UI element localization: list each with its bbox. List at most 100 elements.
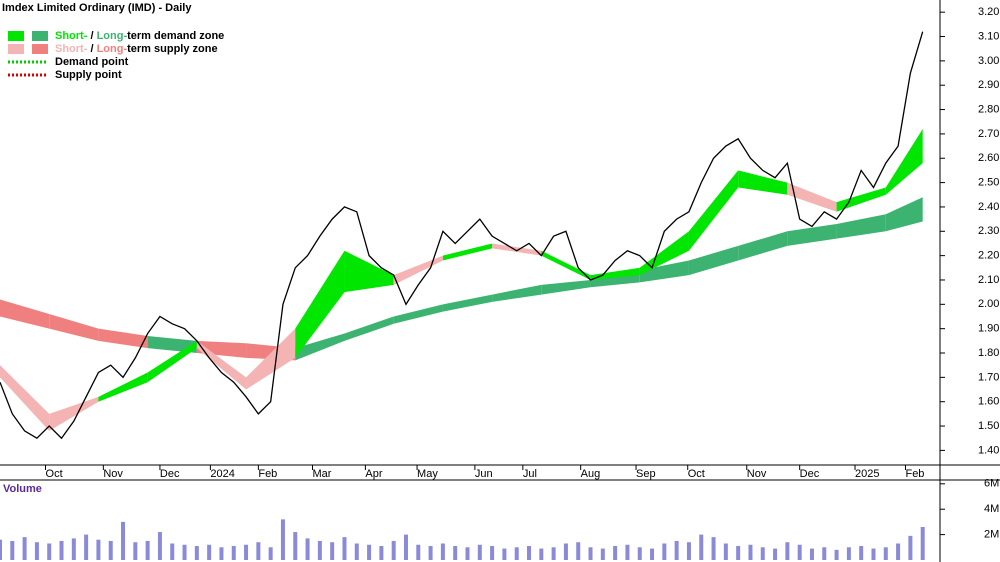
volume-label: Volume — [3, 483, 42, 495]
volume-bar — [686, 542, 691, 560]
zone-band — [590, 267, 640, 280]
legend-swatch — [8, 44, 24, 54]
zone-band — [836, 214, 886, 239]
legend-text: Demand point — [55, 56, 129, 68]
zone-band — [98, 328, 148, 349]
zone-band — [344, 316, 394, 341]
legend-entry: Short- / Long-term demand zone — [55, 30, 224, 42]
volume-bar — [490, 546, 495, 560]
volume-bar — [108, 540, 113, 560]
volume-bar — [576, 542, 581, 560]
zone-band — [738, 170, 788, 195]
volume-bar — [268, 547, 273, 560]
legend-text: term demand zone — [127, 30, 224, 42]
x-tick-label: Sep — [636, 468, 656, 480]
y-tick-label: 3.20 — [978, 6, 999, 18]
y-tick-label: 2.70 — [978, 128, 999, 140]
volume-bar — [650, 548, 655, 560]
x-tick-label: Nov — [103, 468, 123, 480]
price-line — [0, 31, 924, 440]
y-tick-label: 4M — [984, 503, 999, 515]
volume-bar — [84, 534, 89, 560]
volume-bar — [145, 540, 150, 560]
x-tick-label: Feb — [258, 468, 277, 480]
volume-bar — [871, 548, 876, 560]
legend-swatch — [32, 31, 48, 41]
y-tick-label: 2.00 — [978, 298, 999, 310]
volume-bar — [711, 537, 716, 560]
legend-text: Long- — [97, 43, 128, 55]
zone-band — [639, 231, 689, 276]
legend-text: Short- — [55, 30, 88, 42]
zone-band — [196, 340, 247, 390]
volume-bar — [10, 540, 15, 560]
x-tick-label: Mar — [312, 468, 331, 480]
x-tick-label: Dec — [800, 468, 820, 480]
x-tick-label: 2025 — [855, 468, 879, 480]
volume-bar — [748, 544, 753, 560]
y-tick-label: 2.60 — [978, 152, 999, 164]
volume-bar — [428, 546, 433, 560]
y-tick-label: 3.10 — [978, 30, 999, 42]
zone-band — [492, 243, 542, 256]
zone-band — [541, 250, 591, 280]
x-tick-label: Dec — [160, 468, 180, 480]
zone-band — [639, 260, 689, 283]
zone-band — [98, 372, 148, 402]
volume-bar — [551, 547, 556, 560]
volume-bar — [354, 543, 359, 560]
volume-bar — [305, 538, 310, 560]
y-tick-label: 2.20 — [978, 250, 999, 262]
zone-band — [295, 333, 345, 361]
volume-bar — [822, 547, 827, 560]
volume-bar — [367, 544, 372, 560]
volume-bar — [637, 547, 642, 560]
zone-band — [49, 314, 99, 341]
zone-band — [738, 231, 788, 261]
zone-band — [787, 223, 837, 246]
volume-bar — [797, 544, 802, 560]
volume-bar — [47, 543, 52, 560]
volume-bar — [133, 542, 138, 560]
volume-bar — [330, 542, 335, 560]
x-tick-label: Nov — [747, 468, 767, 480]
volume-bar — [625, 544, 630, 560]
legend-swatch — [32, 44, 48, 54]
y-tick-label: 6M — [984, 478, 999, 490]
y-tick-label: 1.70 — [978, 371, 999, 383]
volume-bar — [170, 543, 175, 560]
x-tick-label: Aug — [581, 468, 601, 480]
volume-bar — [342, 537, 347, 560]
volume-bar — [440, 543, 445, 560]
volume-bar — [403, 534, 408, 560]
y-tick-label: 2.40 — [978, 201, 999, 213]
volume-bar — [182, 544, 187, 560]
volume-bar — [280, 519, 285, 560]
volume-bar — [416, 544, 421, 560]
zone-band — [246, 328, 296, 390]
volume-bar — [563, 543, 568, 560]
volume-bar — [723, 543, 728, 560]
y-tick-label: 1.60 — [978, 396, 999, 408]
volume-bar — [96, 539, 101, 560]
zone-band — [0, 299, 50, 329]
volume-bar — [588, 547, 593, 560]
volume-bar — [600, 548, 605, 560]
volume-bar — [244, 544, 249, 560]
volume-bar — [613, 546, 618, 560]
x-tick-label: Oct — [688, 468, 705, 480]
volume-bar — [859, 546, 864, 560]
zone-band — [442, 243, 493, 261]
y-tick-label: 2.30 — [978, 225, 999, 237]
zone-band — [393, 304, 443, 324]
zone-band — [147, 340, 197, 383]
volume-bar — [71, 538, 76, 560]
y-tick-label: 1.80 — [978, 347, 999, 359]
zone-band — [836, 187, 886, 212]
volume-bar — [908, 535, 913, 560]
legend-text: / — [87, 30, 96, 42]
volume-bar — [379, 546, 384, 560]
volume-bar — [539, 548, 544, 560]
x-tick-label: Feb — [905, 468, 924, 480]
